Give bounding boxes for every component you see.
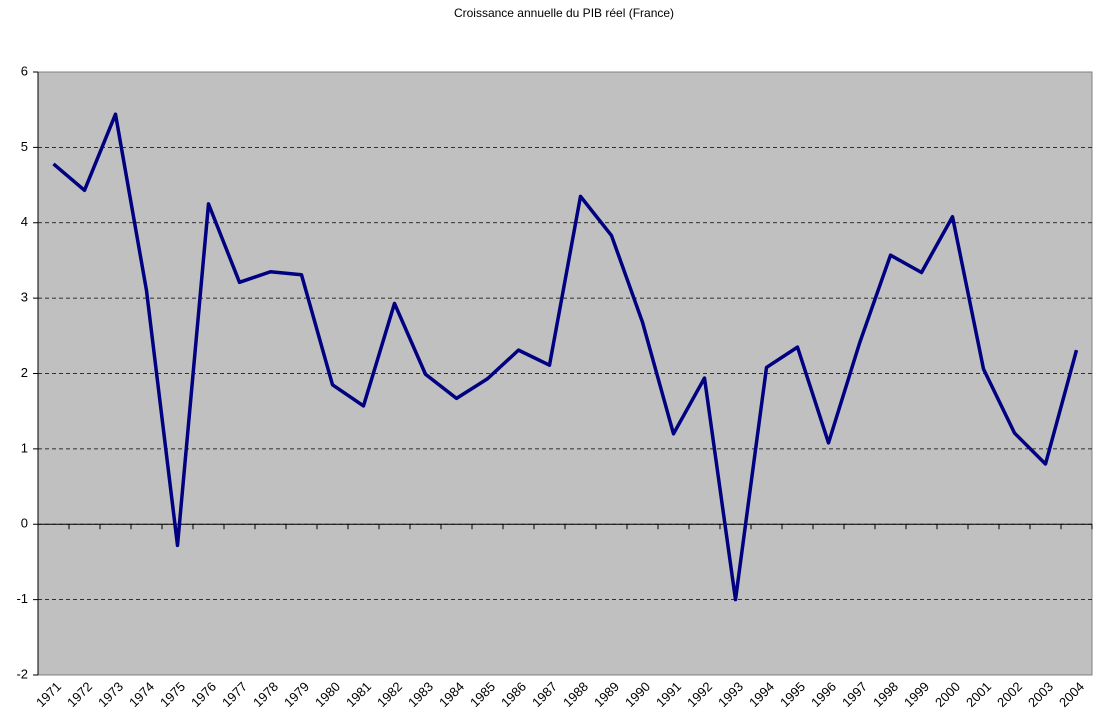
x-tick-label: 1979 — [281, 679, 312, 710]
x-tick-label: 1980 — [312, 679, 343, 710]
x-tick-label: 1982 — [374, 679, 405, 710]
x-tick-label: 2001 — [963, 679, 994, 710]
x-tick-label: 1995 — [777, 679, 808, 710]
x-tick-label: 1975 — [157, 679, 188, 710]
x-tick-label: 1983 — [405, 679, 436, 710]
x-tick-label: 1988 — [560, 679, 591, 710]
x-tick-label: 1984 — [436, 679, 467, 710]
x-tick-label: 2000 — [932, 679, 963, 710]
x-tick-label: 1986 — [498, 679, 529, 710]
x-tick-label: 1987 — [529, 679, 560, 710]
x-tick-label: 2003 — [1025, 679, 1056, 710]
x-tick-label: 1976 — [188, 679, 219, 710]
y-tick-label: 6 — [21, 63, 28, 78]
x-tick-label: 1989 — [591, 679, 622, 710]
y-tick-label: 2 — [21, 365, 28, 380]
x-tick-label: 1997 — [839, 679, 870, 710]
x-tick-label: 1974 — [126, 679, 157, 710]
chart-title: Croissance annuelle du PIB réel (France) — [454, 6, 674, 20]
x-tick-label: 1993 — [715, 679, 746, 710]
x-tick-label: 1973 — [95, 679, 126, 710]
x-tick-label: 2002 — [994, 679, 1025, 710]
x-tick-label: 1972 — [64, 679, 95, 710]
y-tick-label: 1 — [21, 440, 28, 455]
x-tick-label: 1985 — [467, 679, 498, 710]
x-tick-label: 1998 — [870, 679, 901, 710]
y-tick-label: -2 — [16, 666, 28, 681]
y-tick-label: 5 — [21, 139, 28, 154]
x-tick-label: 1981 — [343, 679, 374, 710]
x-tick-label: 1977 — [219, 679, 250, 710]
y-tick-label: 3 — [21, 290, 28, 305]
y-tick-label: -1 — [16, 591, 28, 606]
line-series — [52, 112, 1079, 602]
x-tick-label: 1994 — [746, 679, 777, 710]
x-tick-label: 1991 — [653, 679, 684, 710]
x-tick-label: 1971 — [33, 679, 64, 710]
y-tick-label: 4 — [21, 214, 28, 229]
x-tick-label: 1990 — [622, 679, 653, 710]
y-tick-label: 0 — [21, 516, 28, 531]
x-tick-label: 1978 — [250, 679, 281, 710]
x-tick-label: 1996 — [808, 679, 839, 710]
x-tick-label: 2004 — [1056, 679, 1087, 710]
x-tick-label: 1992 — [684, 679, 715, 710]
x-tick-label: 1999 — [901, 679, 932, 710]
